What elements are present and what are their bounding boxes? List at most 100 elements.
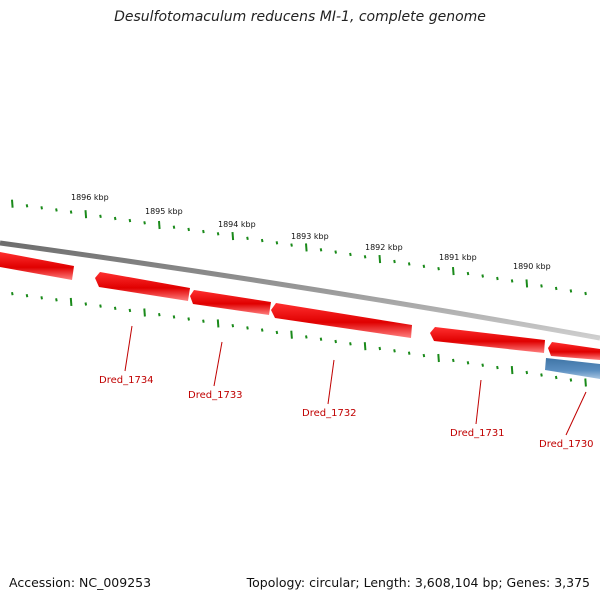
minor-tick [290,243,293,247]
minor-tick [11,292,14,296]
minor-tick [113,216,117,221]
minor-tick [363,255,367,259]
minor-tick [319,337,323,341]
minor-tick [202,229,205,234]
major-tick [437,353,440,363]
gene-arrow-dred-1732 [271,303,412,338]
minor-tick [452,358,455,363]
major-tick [525,279,529,288]
minor-tick [466,271,470,276]
ruler-label: 1896 kbp [71,193,109,202]
minor-tick [99,304,102,308]
ruler-label: 1892 kbp [365,243,403,252]
gene-leader-line [565,391,587,436]
minor-tick [187,227,190,232]
minor-tick [216,232,220,236]
gene-arrow-dred-1731 [430,327,545,353]
minor-tick [554,375,558,380]
minor-tick [305,335,308,339]
major-tick [158,220,161,230]
map-title: Desulfotomaculum reducens MI-1, complete… [114,9,486,25]
minor-tick [540,284,543,288]
gene-label-dred-1733: Dred_1733 [188,390,243,401]
gene-arrow-dred-1735 [0,252,74,280]
minor-tick [158,313,161,317]
minor-tick [128,218,132,223]
gene-leader-line [124,325,133,372]
accession-text: Accession: NC_009253 [9,575,152,590]
ruler-label: 1895 kbp [145,207,183,216]
minor-tick [569,378,573,382]
inner-tick-track [11,292,587,387]
minor-tick [55,298,58,302]
minor-tick [25,204,29,208]
major-tick [584,378,587,387]
minor-tick [334,250,337,254]
minor-tick [334,339,337,344]
minor-tick [437,267,440,271]
minor-tick [407,351,411,355]
minor-tick [187,317,190,321]
gene-leader-line [327,359,335,405]
major-tick [378,255,382,264]
minor-tick [25,294,29,298]
minor-tick [393,349,396,353]
ruler-label: 1894 kbp [218,220,256,229]
minor-tick [231,324,235,328]
major-tick [69,297,73,306]
minor-tick [481,363,484,367]
minor-tick [40,206,43,210]
gene-arrow-dred-1734 [95,272,190,301]
minor-tick [275,330,279,335]
minor-tick [422,264,426,268]
minor-tick [466,361,470,365]
gene-label-dred-1732: Dred_1732 [302,408,357,419]
major-tick [84,210,88,219]
minor-tick [246,236,249,240]
ruler-label: 1891 kbp [439,253,477,262]
minor-tick [84,302,88,306]
major-tick [363,342,367,351]
minor-tick [540,373,543,377]
genome-summary-text: Topology: circular; Length: 3,608,104 bp… [246,575,590,590]
minor-tick [202,319,205,323]
minor-tick [172,315,176,319]
minor-tick [275,241,279,245]
minor-tick [143,221,146,225]
ruler-label: 1890 kbp [513,262,551,271]
minor-tick [349,252,352,257]
minor-tick [422,353,426,358]
minor-tick [260,328,264,332]
genome-backbone [0,240,600,341]
major-tick [452,267,455,276]
minor-tick [246,326,249,330]
minor-tick [349,342,352,346]
gene-label-dred-1731: Dred_1731 [450,428,505,439]
minor-tick [569,289,573,293]
major-tick [11,199,14,208]
minor-tick [40,296,43,300]
major-tick [216,319,220,328]
minor-tick [481,274,484,278]
gene-arrow-dred-1733 [190,290,271,315]
minor-tick [378,346,382,351]
minor-tick [510,279,514,283]
gene-leader-line [475,379,482,425]
minor-tick [407,262,411,266]
major-tick [143,308,146,317]
major-tick [305,243,308,252]
major-tick [231,232,235,241]
gene-label-dred-1734: Dred_1734 [99,375,154,386]
minor-tick [172,225,176,229]
gene-label-dred-1730: Dred_1730 [539,439,594,450]
minor-tick [113,306,117,310]
minor-tick [319,248,323,252]
major-tick [290,330,293,339]
minor-tick [496,276,499,281]
minor-tick [99,214,102,218]
minor-tick [69,210,73,214]
minor-tick [55,208,58,212]
gene-arrow-dred-1730-neighbor [548,342,600,360]
minor-tick [554,286,558,291]
